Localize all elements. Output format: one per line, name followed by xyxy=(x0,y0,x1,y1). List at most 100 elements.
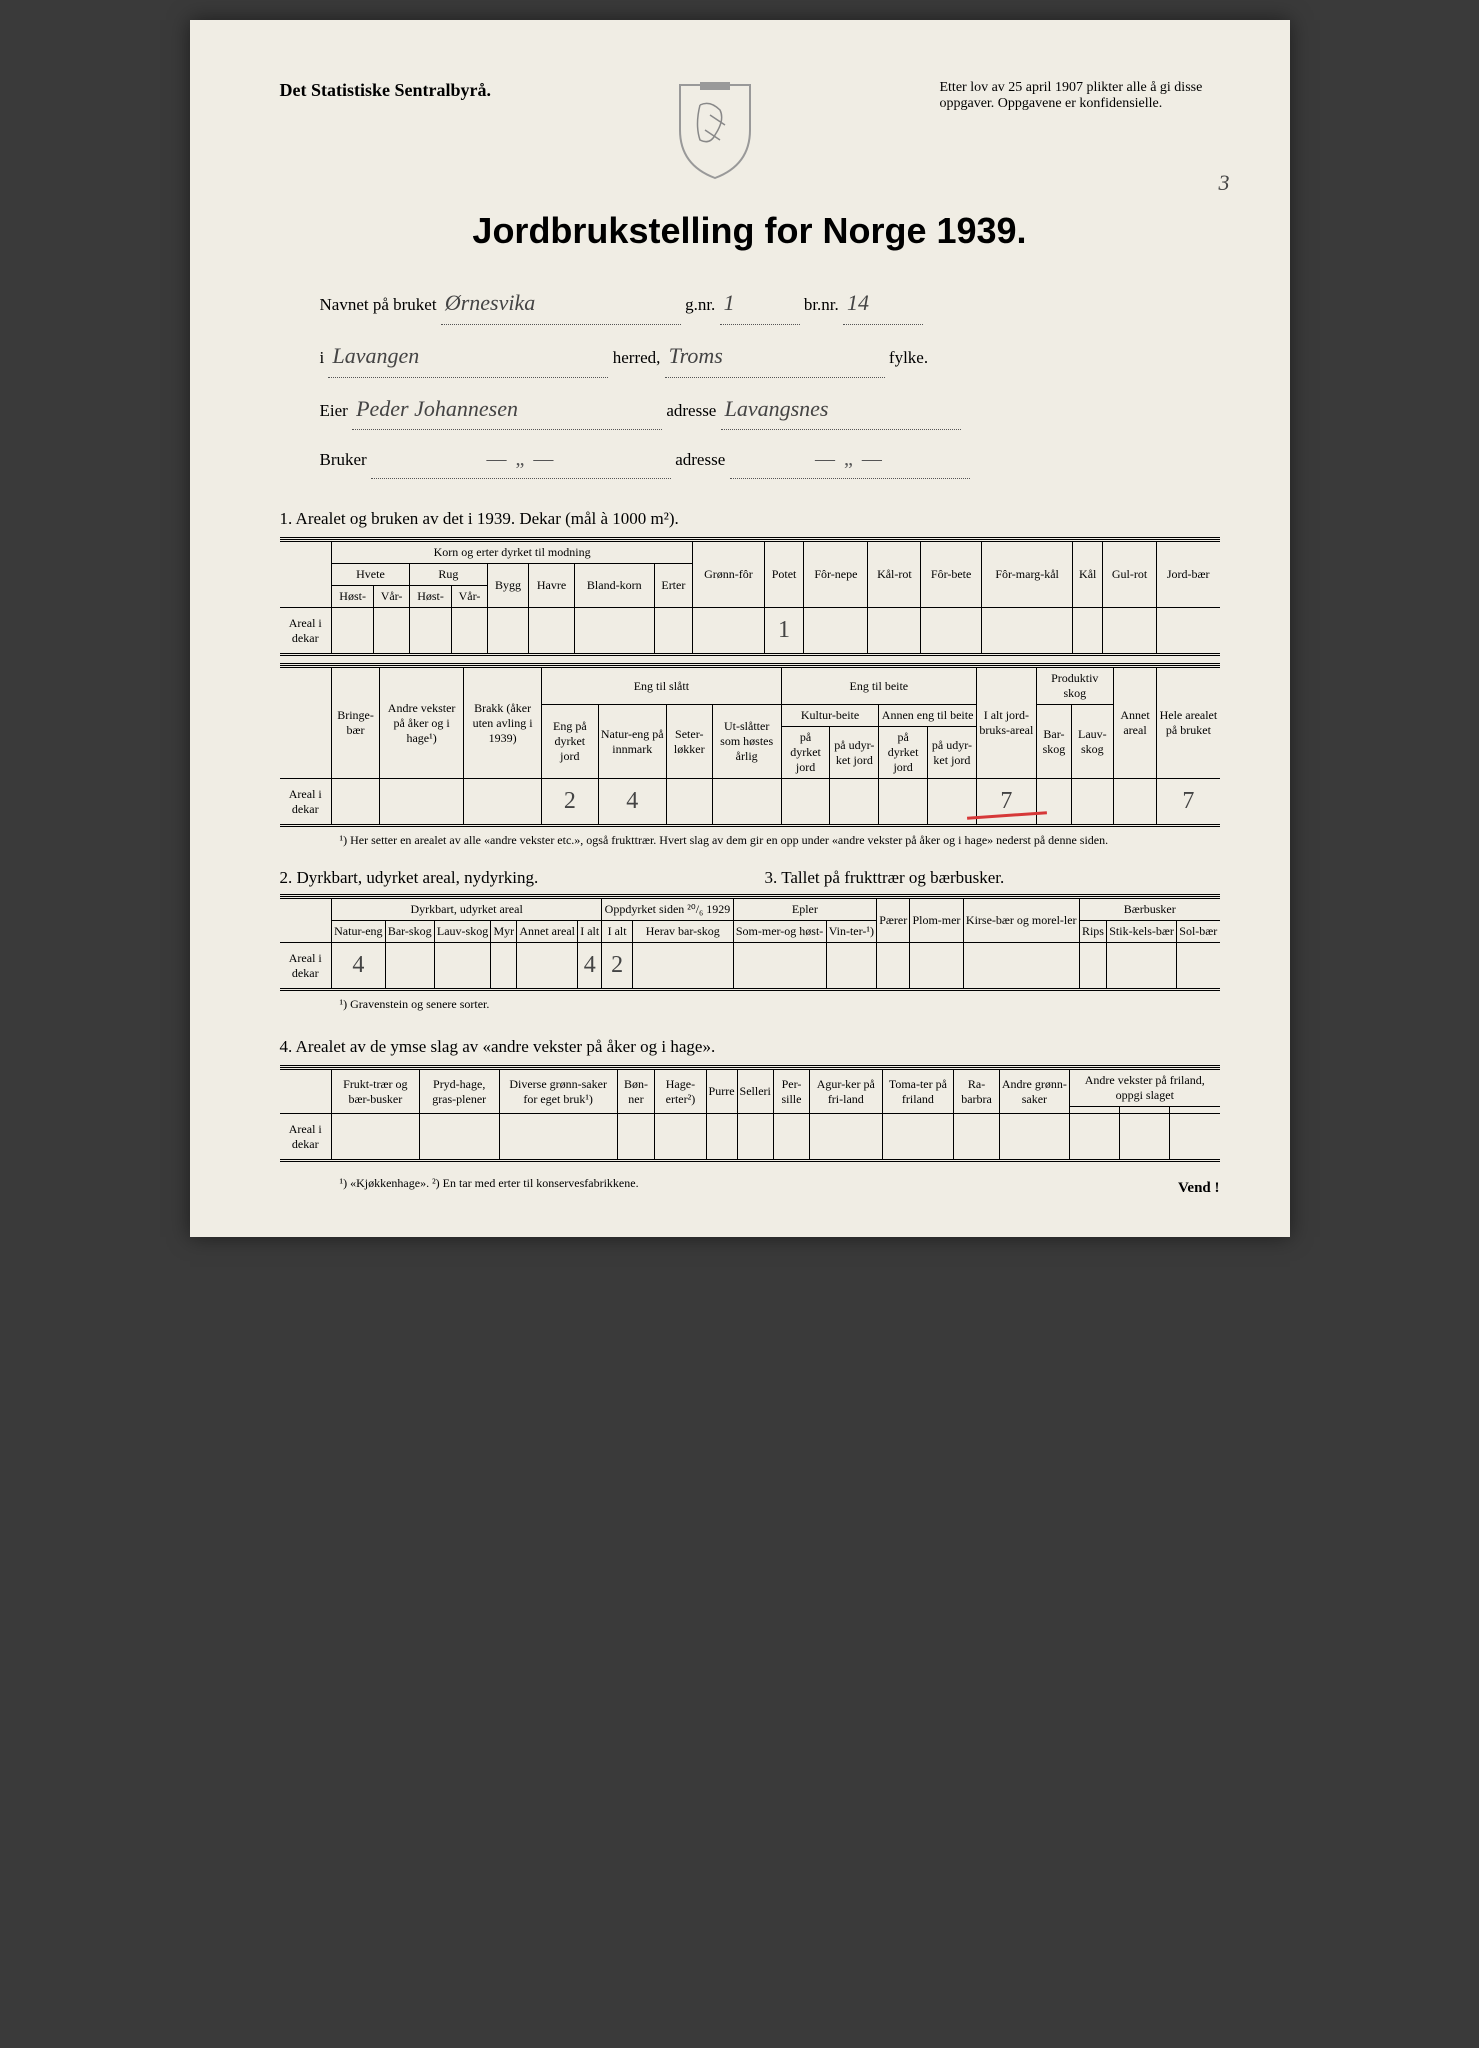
table-1b: Bringe-bær Andre vekster på åker og i ha… xyxy=(280,667,1220,825)
th-bringe: Bringe-bær xyxy=(332,668,380,779)
rowlabel-1b: Areal i dekar xyxy=(280,779,332,825)
document-title: Jordbrukstelling for Norge 1939. xyxy=(280,210,1220,252)
field-gnr: 1 xyxy=(720,282,800,325)
th-bonner: Bøn-ner xyxy=(617,1070,655,1114)
th-brakk: Brakk (åker uten avling i 1939) xyxy=(464,668,542,779)
val-natureng: 4 xyxy=(598,779,666,825)
th-erter: Erter xyxy=(654,564,693,608)
rowlabel-1a: Areal i dekar xyxy=(280,608,332,654)
th-agurk: Agur-ker på fri-land xyxy=(810,1070,882,1114)
th-lauvskog2: Lauv-skog xyxy=(434,921,491,943)
val-engdyrk: 2 xyxy=(542,779,599,825)
th-opp: Oppdyrket siden ²⁰/₆ 1929 xyxy=(602,899,733,921)
field-adresse2: — „ — xyxy=(730,440,970,479)
th-dyrk: Dyrkbart, udyrket areal xyxy=(332,899,602,921)
th-lauvskog1: Lauv-skog xyxy=(1072,705,1114,779)
footnote-1: ¹) Her setter en arealet av alle «andre … xyxy=(340,833,1220,848)
th-korn: Korn og erter dyrket til modning xyxy=(332,542,693,564)
th-herav: Herav bar-skog xyxy=(632,921,733,943)
th-forbete: Fôr-bete xyxy=(921,542,982,608)
th-solbaer: Sol-bær xyxy=(1177,921,1220,943)
table-1a: Korn og erter dyrket til modning Grønn-f… xyxy=(280,541,1220,654)
farm-info-form: Navnet på bruket Ørnesvika g.nr. 1 br.nr… xyxy=(320,282,1220,479)
th-ialt2: I alt xyxy=(578,921,602,943)
th-engslatt: Eng til slått xyxy=(542,668,782,705)
th-stikk: Stik-kels-bær xyxy=(1107,921,1177,943)
th-bygg: Bygg xyxy=(487,564,528,608)
th-natureng: Natur-eng på innmark xyxy=(598,705,666,779)
label-fylke: fylke. xyxy=(889,348,928,367)
th-annet2: Annet areal xyxy=(517,921,578,943)
org-name: Det Statistiske Sentralbyrå. xyxy=(280,80,491,101)
th-kalrot: Kål-rot xyxy=(868,542,921,608)
th-kultur: Kultur-beite xyxy=(781,705,879,727)
field-eier: Peder Johannesen xyxy=(352,388,662,431)
label-adresse: adresse xyxy=(666,401,716,420)
val-opp: 2 xyxy=(602,943,633,989)
label-bruker: Bruker xyxy=(320,450,367,469)
th-padyrk1: på dyrket jord xyxy=(781,727,830,779)
th-hele: Hele arealet på bruket xyxy=(1157,668,1220,779)
th-annet: Annet areal xyxy=(1113,668,1157,779)
law-text: Etter lov av 25 april 1907 plikter alle … xyxy=(939,80,1219,112)
val-ialt: 7 xyxy=(976,779,1036,825)
th-rug: Rug xyxy=(409,564,487,586)
th-paudyrk2: på udyr-ket jord xyxy=(927,727,976,779)
val-potet: 1 xyxy=(764,608,804,654)
th-utslatt: Ut-slåtter som høstes årlig xyxy=(712,705,781,779)
val-natureng2: 4 xyxy=(332,943,386,989)
th-host2: Høst- xyxy=(409,586,451,608)
th-potet: Potet xyxy=(764,542,804,608)
th-var1: Vår- xyxy=(374,586,410,608)
th-purre: Purre xyxy=(706,1070,737,1114)
th-natureng2: Natur-eng xyxy=(332,921,386,943)
document-page: Det Statistiske Sentralbyrå. Etter lov a… xyxy=(190,20,1290,1237)
page-number: 3 xyxy=(1219,170,1230,196)
field-brnr: 14 xyxy=(843,282,923,325)
section3-title: 3. Tallet på frukttrær og bærbusker. xyxy=(765,868,1220,888)
th-rips: Rips xyxy=(1079,921,1106,943)
th-pryd: Pryd-hage, gras-plener xyxy=(419,1070,499,1114)
label-eier: Eier xyxy=(320,401,348,420)
th-kal: Kål xyxy=(1073,542,1103,608)
th-fornepe: Fôr-nepe xyxy=(804,542,868,608)
vend-label: Vend ! xyxy=(1178,1180,1220,1197)
th-vinter: Vin-ter-¹) xyxy=(826,921,877,943)
th-myr: Myr xyxy=(491,921,517,943)
th-selleri: Selleri xyxy=(737,1070,773,1114)
th-kirse: Kirse-bær og morel-ler xyxy=(963,899,1079,943)
th-padyrk2: på dyrket jord xyxy=(879,727,928,779)
th-havre: Havre xyxy=(529,564,575,608)
th-barskog1: Bar-skog xyxy=(1036,705,1071,779)
th-frukt: Frukt-trær og bær-busker xyxy=(332,1070,420,1114)
th-barskog2: Bar-skog xyxy=(385,921,434,943)
th-skog: Produktiv skog xyxy=(1036,668,1113,705)
field-navn: Ørnesvika xyxy=(441,282,681,325)
th-rabarbra: Ra-barbra xyxy=(954,1070,1000,1114)
table-4: Frukt-trær og bær-busker Pryd-hage, gras… xyxy=(280,1069,1220,1160)
section4-title: 4. Arealet av de ymse slag av «andre vek… xyxy=(280,1037,1220,1057)
th-engbeite: Eng til beite xyxy=(781,668,976,705)
th-seter: Seter-løkker xyxy=(666,705,712,779)
label-herred: herred, xyxy=(613,348,661,367)
th-ialt-jord: I alt jord-bruks-areal xyxy=(976,668,1036,779)
th-persille: Per-sille xyxy=(773,1070,809,1114)
th-host1: Høst- xyxy=(332,586,374,608)
footnote-4: ¹) «Kjøkkenhage». ²) En tar med erter ti… xyxy=(340,1176,639,1197)
field-adresse: Lavangsnes xyxy=(721,388,961,431)
coat-of-arms-icon xyxy=(670,80,760,180)
section1-title: 1. Arealet og bruken av det i 1939. Deka… xyxy=(280,509,1220,529)
th-epler: Epler xyxy=(733,899,877,921)
label-adresse2: adresse xyxy=(675,450,725,469)
val-hele: 7 xyxy=(1157,779,1220,825)
th-paerer: Pærer xyxy=(877,899,910,943)
field-fylke: Troms xyxy=(665,335,885,378)
th-andre: Andre vekster på åker og i hage¹) xyxy=(380,668,464,779)
label-gnr: g.nr. xyxy=(685,295,715,314)
th-andregr: Andre grønn-saker xyxy=(999,1070,1069,1114)
field-bruker: — „ — xyxy=(371,440,671,479)
th-plommer: Plom-mer xyxy=(910,899,963,943)
th-andrevek: Andre vekster på friland, oppgi slaget xyxy=(1070,1070,1220,1107)
th-hvete: Hvete xyxy=(332,564,410,586)
th-hage: Hage-erter²) xyxy=(655,1070,706,1114)
